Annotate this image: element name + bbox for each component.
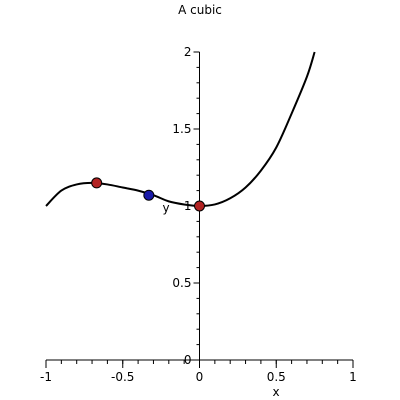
x-tick-label: 0.5 bbox=[267, 370, 286, 384]
x-tick-label: 1 bbox=[349, 370, 357, 384]
data-point bbox=[143, 189, 155, 201]
x-tick-label: -1 bbox=[40, 370, 52, 384]
data-point bbox=[91, 177, 103, 189]
y-tick-label: 1.5 bbox=[172, 122, 191, 136]
chart-title: A cubic bbox=[178, 3, 222, 17]
x-tick-label: -0.5 bbox=[111, 370, 134, 384]
y-tick-label: 0 bbox=[184, 353, 192, 367]
y-tick-label: 1 bbox=[184, 199, 192, 213]
x-axis-label: x bbox=[272, 385, 279, 399]
y-axis-label: y bbox=[162, 201, 169, 215]
y-tick-label: 0.5 bbox=[172, 276, 191, 290]
x-tick-label: 0 bbox=[196, 370, 204, 384]
y-tick-label: 2 bbox=[184, 45, 192, 59]
data-point bbox=[194, 200, 205, 212]
